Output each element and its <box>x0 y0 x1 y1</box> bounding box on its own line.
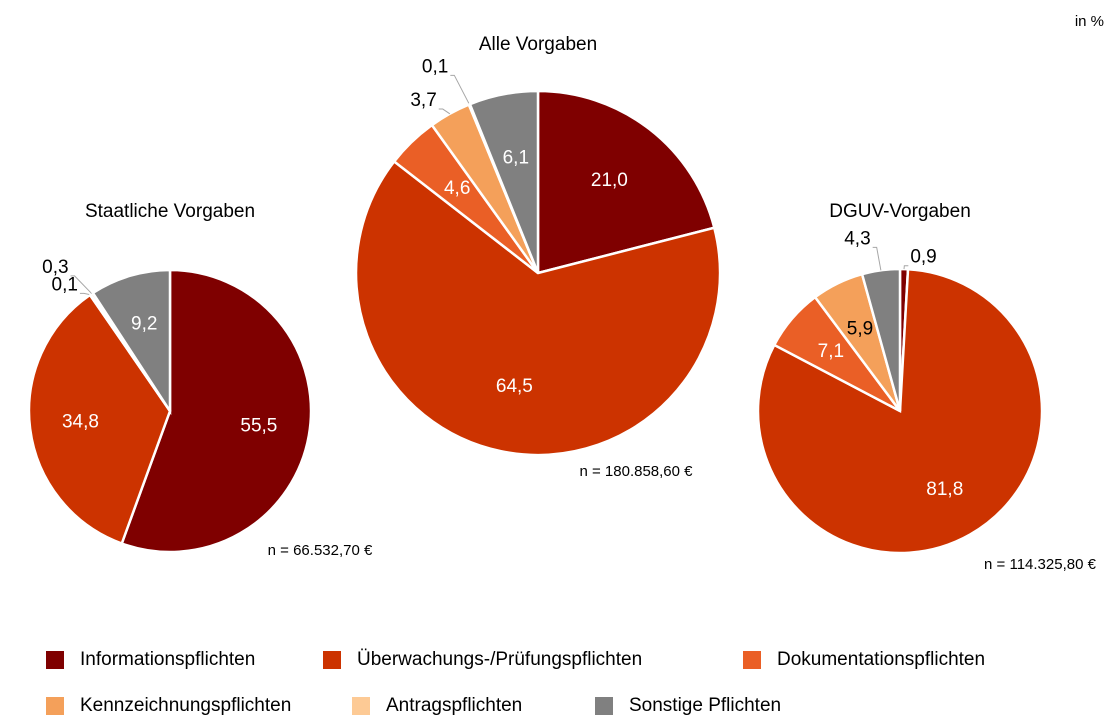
pie-note: n = 114.325,80 € <box>984 556 1097 573</box>
pie-slice <box>91 268 172 416</box>
data-label: 0,1 <box>422 56 448 77</box>
legend-label: Antragspflichten <box>386 695 522 716</box>
legend-swatch <box>352 697 370 715</box>
pie-title: Alle Vorgaben <box>479 34 597 55</box>
leader-line <box>450 74 470 105</box>
leader-line <box>438 108 451 115</box>
pie-note: n = 180.858,60 € <box>579 463 693 480</box>
data-label: 0,9 <box>910 247 936 268</box>
data-label: 7,1 <box>818 341 844 362</box>
pie-slice <box>354 159 722 457</box>
legend-swatch <box>46 697 64 715</box>
data-label: 64,5 <box>496 376 533 397</box>
legend-label: Informationspflichten <box>80 649 255 670</box>
pie-slice <box>27 293 172 546</box>
legend-label: Sonstige Pflichten <box>629 695 781 716</box>
pie-title: Staatliche Vorgaben <box>85 201 255 222</box>
legend-swatch <box>46 651 64 669</box>
legend-swatch <box>595 697 613 715</box>
data-label: 4,6 <box>444 178 470 199</box>
data-label: 81,8 <box>926 479 963 500</box>
legend-swatch <box>323 651 341 669</box>
legend-label: Dokumentationspflichten <box>777 649 985 670</box>
pie-note: n = 66.532,70 € <box>268 542 373 559</box>
data-label: 34,8 <box>62 411 99 432</box>
data-label: 3,7 <box>410 90 436 111</box>
leader-line <box>903 265 909 270</box>
data-label: 5,9 <box>847 318 873 339</box>
data-label: 55,5 <box>240 416 277 437</box>
data-label: 9,2 <box>131 314 157 335</box>
pie-title: DGUV-Vorgaben <box>829 201 971 222</box>
pie-slice <box>536 89 716 275</box>
leader-line <box>872 246 882 271</box>
pie-slice <box>468 89 540 274</box>
unit-label: in % <box>1075 13 1104 30</box>
leader-line <box>70 275 93 295</box>
data-label: 0,3 <box>42 257 68 278</box>
data-label: 0,1 <box>52 274 78 295</box>
legend-swatch <box>743 651 761 669</box>
pie-slice <box>120 268 313 554</box>
legend-label: Kennzeichnungspflichten <box>80 695 291 716</box>
legend-label: Überwachungs-/Prüfungspflichten <box>357 649 642 670</box>
data-label: 21,0 <box>591 170 628 191</box>
data-label: 6,1 <box>503 148 529 169</box>
data-label: 4,3 <box>844 228 870 249</box>
leader-line <box>79 292 91 296</box>
